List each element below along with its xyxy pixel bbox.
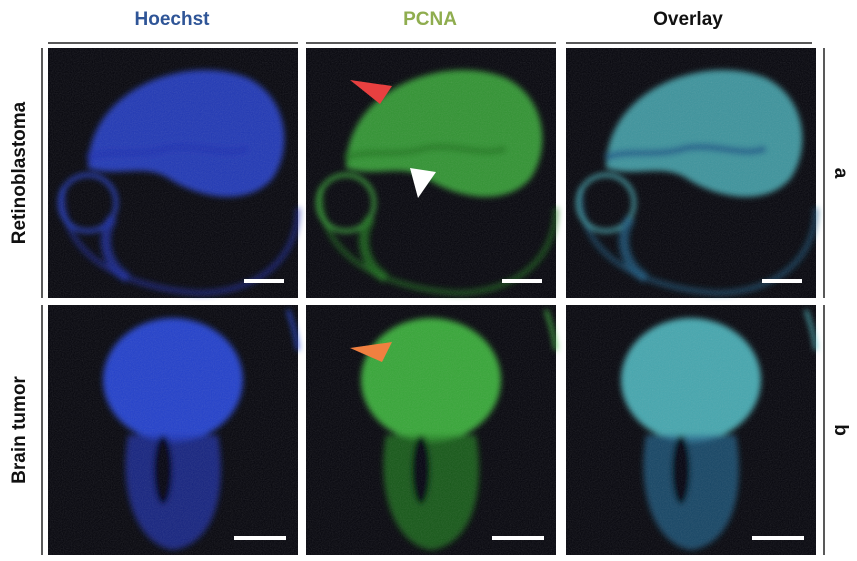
arrowhead [350,342,392,362]
micrograph [48,305,300,555]
row-label: Retinoblastoma [9,101,30,244]
micrograph [566,305,818,555]
scale-bar [492,536,544,540]
noise [48,48,298,298]
noise [306,305,556,555]
noise [566,48,816,298]
scale-bar [234,536,286,540]
panel-letter: b [830,424,851,436]
panel-letter: a [830,168,851,179]
noise [48,305,298,555]
micrograph [566,48,819,298]
arrowhead [410,168,436,198]
micrograph [48,48,301,298]
scale-bar [244,279,284,283]
micrograph [306,305,558,555]
scale-bar [752,536,804,540]
column-header: PCNA [403,9,457,30]
noise [566,305,816,555]
column-header: Hoechst [135,9,211,30]
column-header: Overlay [653,9,723,30]
row-label: Brain tumor [9,376,30,484]
arrowhead [350,80,392,104]
scale-bar [502,279,542,283]
scale-bar [762,279,802,283]
